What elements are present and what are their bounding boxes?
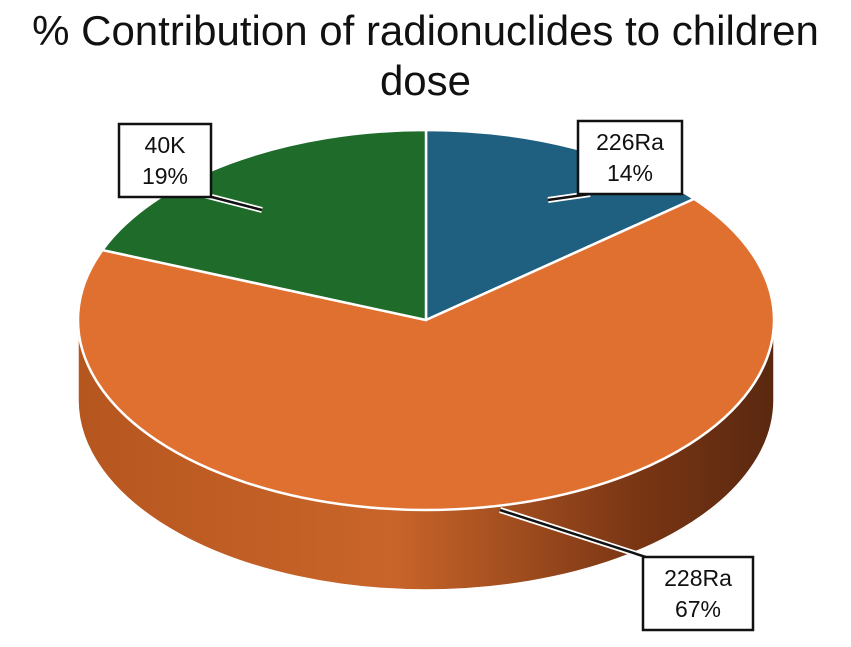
pie-slice-40k <box>101 128 428 322</box>
data-label-name-40k: 40K <box>145 132 187 158</box>
chart-title: % Contribution of radionuclides to child… <box>0 6 851 106</box>
callout-box-40k <box>117 122 213 199</box>
callout-box-228ra <box>641 555 755 632</box>
data-label-value-226ra: 14% <box>607 160 653 186</box>
callout-226ra: 226Ra 14% <box>547 119 684 203</box>
chart-title-line-1: % Contribution of radionuclides to child… <box>32 7 819 54</box>
callout-box-226ra <box>576 119 684 196</box>
data-label-name-226ra: 226Ra <box>596 129 664 155</box>
pie-slice-228ra <box>76 197 776 512</box>
callout-228ra: 228Ra 67% <box>499 507 755 632</box>
data-label-name-228ra: 228Ra <box>664 565 732 591</box>
data-label-value-40k: 19% <box>142 163 188 189</box>
callout-leader-228ra <box>499 508 656 562</box>
data-label-value-228ra: 67% <box>675 596 721 622</box>
chart-title-line-2: dose <box>379 57 472 104</box>
